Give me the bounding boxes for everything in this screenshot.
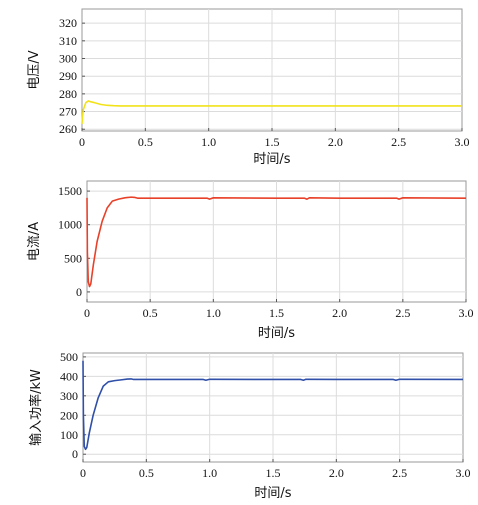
power-series-line: [82, 360, 464, 451]
voltage-x-tick-label: 0.5: [138, 135, 153, 149]
power-y-tick-label: 300: [60, 389, 78, 403]
voltage-y-tick-label: 290: [59, 69, 77, 83]
power-y-tick-label: 400: [60, 369, 78, 383]
current-x-tick-label: 1.0: [206, 306, 221, 320]
power-chart: 0 0.5 1.0 1.5 2.0 2.5 3.0 0 100 200 300 400 500 时间/s 输…: [28, 350, 471, 501]
voltage-x-tick-label: 2.5: [391, 135, 406, 149]
current-series-line: [86, 196, 467, 288]
voltage-x-tick-label: 0: [79, 135, 85, 149]
power-y-tick-label: 500: [60, 350, 78, 364]
current-y-tick-label: 1500: [58, 184, 82, 198]
current-x-tick-label: 2.0: [332, 306, 347, 320]
current-x-axis-label: 时间/s: [258, 326, 295, 341]
voltage-y-tick-label: 320: [59, 16, 77, 30]
power-x-tick-label: 2.5: [392, 466, 407, 480]
voltage-chart: 0 0.5 1.0 1.5 2.0 2.5 3.0 260 270 280 290 300 310 320…: [27, 8, 470, 167]
voltage-y-tick-label: 310: [59, 34, 77, 48]
power-x-tick-label: 0.5: [139, 466, 154, 480]
power-y-axis-label: 输入功率/kW: [28, 369, 44, 446]
power-y-tick-label: 0: [72, 447, 78, 461]
power-x-tick-label: 1.0: [202, 466, 217, 480]
current-x-tick-label: 0: [84, 306, 90, 320]
power-x-tick-label: 0: [80, 466, 86, 480]
current-y-axis-label: 电流/A: [27, 222, 42, 261]
current-y-tick-label: 0: [76, 285, 82, 299]
power-x-axis-label: 时间/s: [254, 486, 291, 501]
current-x-tick-label: 2.5: [395, 306, 410, 320]
voltage-x-tick-label: 2.0: [328, 135, 343, 149]
voltage-x-axis-label: 时间/s: [253, 152, 290, 167]
power-y-tick-label: 200: [60, 408, 78, 422]
voltage-x-tick-label: 1.5: [265, 135, 280, 149]
current-x-tick-label: 0.5: [143, 306, 158, 320]
voltage-y-tick-label: 300: [59, 52, 77, 66]
current-chart: 0 0.5 1.0 1.5 2.0 2.5 3.0 0 500 1000 1500 时间/s 电流/A: [27, 180, 474, 341]
voltage-x-tick-label: 3.0: [455, 135, 470, 149]
power-x-tick-label: 1.5: [266, 466, 281, 480]
current-x-tick-label: 1.5: [269, 306, 284, 320]
current-y-tick-label: 500: [64, 251, 82, 265]
voltage-y-tick-label: 260: [59, 122, 77, 136]
power-x-tick-label: 2.0: [329, 466, 344, 480]
voltage-series-line: [81, 100, 462, 124]
voltage-y-tick-label: 280: [59, 87, 77, 101]
voltage-y-axis-label: 电压/V: [27, 50, 42, 89]
voltage-y-tick-label: 270: [59, 105, 77, 119]
power-x-tick-label: 3.0: [456, 466, 471, 480]
current-x-tick-label: 3.0: [459, 306, 474, 320]
voltage-x-tick-label: 1.0: [201, 135, 216, 149]
current-y-tick-label: 1000: [58, 218, 82, 232]
power-y-tick-label: 100: [60, 428, 78, 442]
